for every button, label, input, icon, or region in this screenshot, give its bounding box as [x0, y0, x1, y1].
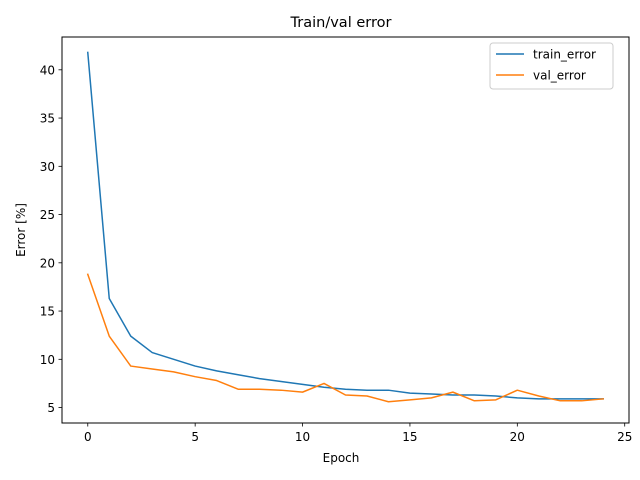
y-tick-label: 30 [40, 160, 55, 174]
x-tick-label: 25 [617, 430, 632, 444]
legend-label: val_error [533, 69, 586, 83]
y-tick-label: 35 [40, 112, 55, 126]
x-tick-label: 0 [84, 430, 92, 444]
chart-title: Train/val error [290, 15, 392, 31]
series-line-val-error [86, 273, 605, 403]
y-tick-label: 10 [40, 353, 55, 367]
y-tick-label: 15 [40, 305, 55, 319]
x-axis-label: Epoch [323, 451, 360, 465]
x-axis: 0 5 10 15 20 25 [84, 423, 632, 444]
y-tick-label: 20 [40, 256, 55, 270]
series-group [86, 51, 605, 403]
y-tick-label: 25 [40, 208, 55, 222]
y-axis-label: Error [%] [14, 203, 28, 257]
legend-label: train_error [533, 48, 596, 62]
y-tick-label: 5 [47, 401, 55, 415]
plot-frame [61, 36, 630, 424]
x-tick-label: 5 [191, 430, 199, 444]
x-tick-label: 10 [295, 430, 310, 444]
y-axis: 5 10 15 20 25 30 35 40 [40, 63, 62, 415]
series-line-train-error [86, 51, 604, 400]
y-tick-label: 40 [40, 63, 55, 77]
x-tick-label: 15 [402, 430, 417, 444]
legend: train_error val_error [489, 42, 614, 90]
x-tick-label: 20 [510, 430, 525, 444]
